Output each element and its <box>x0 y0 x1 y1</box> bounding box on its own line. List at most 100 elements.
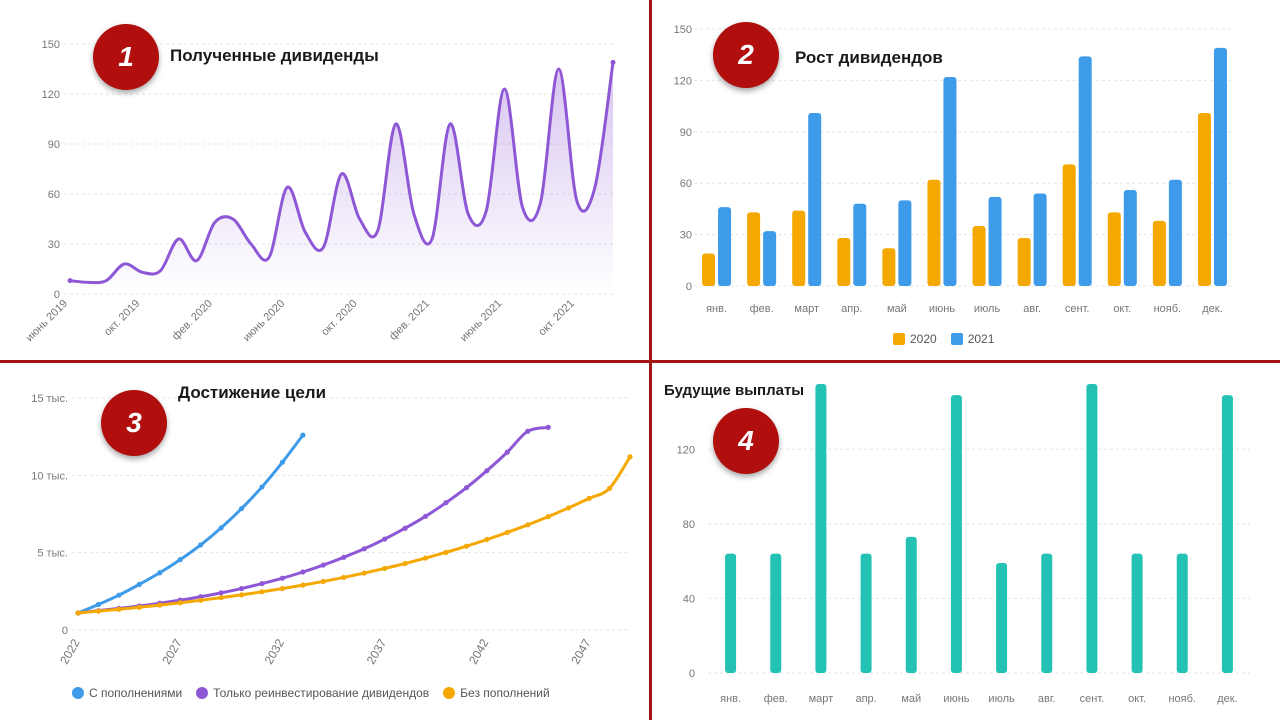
data-point <box>627 454 633 460</box>
series-area <box>70 62 613 295</box>
bar-2020 <box>882 248 896 286</box>
data-point <box>218 590 224 596</box>
bar-2020 <box>927 179 941 286</box>
x-tick-label: март <box>794 303 819 315</box>
series-line <box>77 434 305 615</box>
legend-label: С пополнениями <box>89 686 183 700</box>
x-tick-label: июнь <box>943 693 969 705</box>
y-tick-label: 0 <box>62 625 68 637</box>
data-point <box>361 570 367 576</box>
bar-2021 <box>718 207 732 286</box>
series-line <box>77 425 549 615</box>
y-tick-label: 5 тыс. <box>37 548 68 560</box>
data-point <box>198 597 204 603</box>
bar-2020 <box>1197 112 1211 286</box>
bar-2021 <box>1213 47 1227 287</box>
x-tick-label: окт. <box>1113 303 1131 315</box>
bar-2020 <box>837 238 851 286</box>
data-point <box>279 459 286 465</box>
horizontal-divider <box>0 360 1280 363</box>
data-point <box>382 536 388 542</box>
x-tick-label: авг. <box>1038 693 1056 705</box>
data-point <box>586 495 592 501</box>
y-tick-label: 150 <box>674 24 692 36</box>
x-tick-label: июнь 2019 <box>24 298 70 344</box>
chart-title: Будущие выплаты <box>664 382 805 399</box>
x-tick-label: нояб. <box>1154 303 1182 315</box>
bar-2020 <box>747 212 761 286</box>
bar <box>950 395 962 673</box>
legend-item[interactable]: 2020 <box>893 332 937 346</box>
data-point <box>95 601 102 608</box>
legend-item[interactable]: С пополнениями <box>72 686 182 700</box>
panel-number-badge: 2 <box>713 22 779 88</box>
data-point <box>320 578 326 585</box>
bar-2020 <box>1017 238 1031 286</box>
y-tick-label: 120 <box>677 444 695 456</box>
data-point <box>504 529 510 536</box>
x-tick-label: 2022 <box>57 636 83 666</box>
bar-2021 <box>1033 193 1047 286</box>
data-point <box>259 589 265 595</box>
y-tick-label: 30 <box>680 230 692 242</box>
data-point <box>402 525 408 531</box>
legend-swatch <box>950 333 963 345</box>
bar <box>860 553 872 673</box>
y-tick-label: 150 <box>42 39 60 51</box>
bar <box>725 553 737 673</box>
bar <box>1221 395 1233 673</box>
data-point <box>279 575 286 581</box>
legend-swatch <box>443 687 456 699</box>
data-point <box>545 514 551 520</box>
legend-swatch <box>893 333 905 345</box>
data-point <box>136 604 142 610</box>
data-point <box>525 522 531 528</box>
x-tick-label: 2037 <box>364 636 390 666</box>
legend-item[interactable]: Только реинвестирование дивидендов <box>196 686 429 700</box>
bar-2021 <box>988 196 1002 286</box>
legend-label: 2021 <box>967 332 995 346</box>
y-tick-label: 0 <box>689 668 695 680</box>
data-point <box>238 505 245 512</box>
data-point <box>67 278 73 284</box>
bar <box>815 384 827 673</box>
data-point <box>238 585 245 592</box>
y-tick-label: 120 <box>42 89 60 101</box>
legend-item[interactable]: Без пополнений <box>443 686 550 700</box>
x-tick-label: окт. <box>1128 693 1146 705</box>
data-point <box>198 542 204 548</box>
data-point <box>300 582 306 588</box>
data-point <box>341 574 347 581</box>
legend-item[interactable]: 2021 <box>950 332 995 346</box>
legend-label: 2020 <box>910 332 937 346</box>
panel-number-badge: 1 <box>93 24 159 90</box>
data-point <box>610 59 616 65</box>
x-tick-label: нояб. <box>1168 693 1196 705</box>
bar-2021 <box>943 76 957 287</box>
legend-swatch <box>72 687 84 699</box>
bar-2020 <box>1107 212 1121 286</box>
y-tick-label: 60 <box>680 178 692 190</box>
x-tick-label: дек. <box>1202 303 1222 315</box>
y-tick-label: 60 <box>48 189 60 201</box>
data-point <box>525 428 531 434</box>
bar-2020 <box>1152 220 1166 286</box>
data-point <box>177 557 183 563</box>
data-point <box>443 549 449 555</box>
data-point <box>361 546 367 552</box>
panel-number-badge: 3 <box>101 390 167 456</box>
bar-2021 <box>898 200 912 286</box>
x-tick-label: дек. <box>1217 693 1237 705</box>
data-point <box>606 485 613 491</box>
chart-legend: С пополнениями Только реинвестирование д… <box>72 686 550 700</box>
bar-2021 <box>1123 190 1137 286</box>
panel-number-badge: 4 <box>713 408 779 474</box>
data-point <box>300 432 306 438</box>
chart-dividend-growth: 0 30 60 90 120 150 янв. фев. март апр. май июнь июль… <box>674 24 1235 315</box>
chart-legend: 2020 2021 <box>893 332 994 346</box>
data-point <box>218 595 224 601</box>
data-point <box>566 505 572 511</box>
x-tick-label: апр. <box>841 303 862 315</box>
data-point <box>504 449 510 455</box>
data-point <box>157 570 163 576</box>
